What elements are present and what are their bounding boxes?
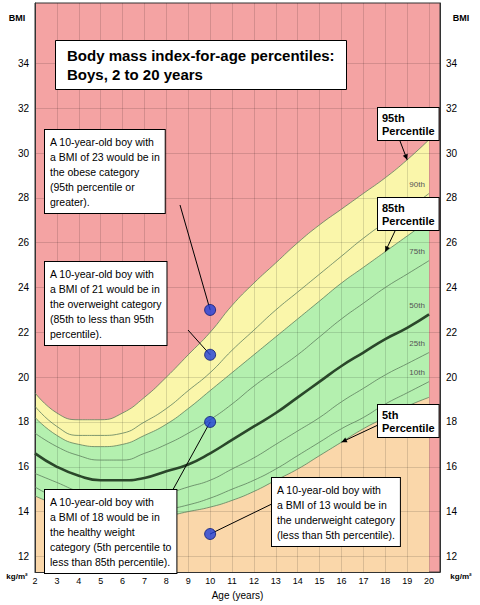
svg-text:25th: 25th bbox=[409, 339, 425, 348]
svg-text:24: 24 bbox=[18, 282, 30, 293]
svg-text:28: 28 bbox=[18, 192, 30, 203]
svg-text:14: 14 bbox=[293, 576, 303, 586]
svg-text:Age (years): Age (years) bbox=[212, 590, 264, 601]
svg-text:the underweight category: the underweight category bbox=[277, 514, 396, 526]
svg-text:13: 13 bbox=[271, 576, 281, 586]
svg-text:7: 7 bbox=[142, 576, 147, 586]
svg-text:10th: 10th bbox=[409, 368, 425, 377]
svg-text:less than 85th percentile).: less than 85th percentile). bbox=[50, 556, 170, 568]
svg-text:Body mass index-for-age percen: Body mass index-for-age percentiles: bbox=[67, 47, 335, 64]
svg-text:24: 24 bbox=[446, 282, 458, 293]
svg-text:A 10-year-old boy with: A 10-year-old boy with bbox=[50, 136, 154, 148]
svg-text:6: 6 bbox=[120, 576, 125, 586]
svg-text:30: 30 bbox=[18, 148, 30, 159]
svg-text:28: 28 bbox=[446, 192, 458, 203]
svg-text:20: 20 bbox=[424, 576, 434, 586]
svg-text:16: 16 bbox=[446, 461, 458, 472]
svg-text:30: 30 bbox=[446, 148, 458, 159]
svg-text:greater).: greater). bbox=[50, 196, 90, 208]
svg-text:Percentile: Percentile bbox=[382, 422, 435, 434]
svg-text:Percentile: Percentile bbox=[382, 125, 435, 137]
svg-text:12: 12 bbox=[18, 551, 30, 562]
svg-text:(85th to less than 95th: (85th to less than 95th bbox=[50, 313, 154, 325]
svg-text:18: 18 bbox=[18, 416, 30, 427]
svg-text:16: 16 bbox=[336, 576, 346, 586]
svg-text:A 10-year-old boy with: A 10-year-old boy with bbox=[277, 484, 381, 496]
svg-text:32: 32 bbox=[18, 103, 30, 114]
svg-text:category (5th percentile to: category (5th percentile to bbox=[50, 541, 172, 553]
svg-text:12: 12 bbox=[249, 576, 259, 586]
svg-text:26: 26 bbox=[446, 237, 458, 248]
svg-text:a BMI of 23 would be in: a BMI of 23 would be in bbox=[50, 151, 160, 163]
svg-text:14: 14 bbox=[18, 506, 30, 517]
svg-text:the obese category: the obese category bbox=[50, 166, 140, 178]
svg-text:Percentile: Percentile bbox=[382, 215, 435, 227]
svg-text:3: 3 bbox=[54, 576, 59, 586]
svg-text:5th: 5th bbox=[382, 409, 399, 421]
svg-text:(less than 5th percentile).: (less than 5th percentile). bbox=[277, 529, 395, 541]
svg-text:75th: 75th bbox=[409, 247, 425, 256]
svg-text:34: 34 bbox=[446, 58, 458, 69]
svg-text:4: 4 bbox=[76, 576, 81, 586]
svg-text:A 10-year-old boy with: A 10-year-old boy with bbox=[50, 496, 154, 508]
svg-text:22: 22 bbox=[446, 327, 458, 338]
svg-text:12: 12 bbox=[446, 551, 458, 562]
svg-text:BMI: BMI bbox=[453, 13, 470, 23]
svg-text:the overweight category: the overweight category bbox=[50, 298, 162, 310]
svg-text:kg/m²: kg/m² bbox=[6, 572, 28, 581]
svg-text:5: 5 bbox=[98, 576, 103, 586]
svg-text:14: 14 bbox=[446, 506, 458, 517]
svg-text:20: 20 bbox=[446, 372, 458, 383]
svg-text:the healthy weight: the healthy weight bbox=[50, 526, 135, 538]
svg-text:34: 34 bbox=[18, 58, 30, 69]
svg-text:percentile).: percentile). bbox=[50, 328, 102, 340]
svg-text:15: 15 bbox=[315, 576, 325, 586]
svg-text:11: 11 bbox=[227, 576, 236, 586]
svg-text:85th: 85th bbox=[382, 202, 405, 214]
svg-text:kg/m²: kg/m² bbox=[450, 572, 472, 581]
svg-text:Boys, 2 to 20 years: Boys, 2 to 20 years bbox=[67, 66, 203, 83]
svg-text:a BMI of 21 would be in: a BMI of 21 would be in bbox=[50, 283, 160, 295]
svg-text:9: 9 bbox=[186, 576, 191, 586]
svg-text:17: 17 bbox=[358, 576, 368, 586]
svg-text:(95th percentile or: (95th percentile or bbox=[50, 181, 135, 193]
svg-text:18: 18 bbox=[380, 576, 390, 586]
svg-text:10: 10 bbox=[205, 576, 215, 586]
svg-text:90th: 90th bbox=[409, 180, 425, 189]
svg-text:2: 2 bbox=[32, 576, 37, 586]
svg-text:19: 19 bbox=[402, 576, 412, 586]
svg-text:95th: 95th bbox=[382, 112, 405, 124]
svg-text:16: 16 bbox=[18, 461, 30, 472]
svg-text:18: 18 bbox=[446, 416, 458, 427]
svg-text:26: 26 bbox=[18, 237, 30, 248]
svg-text:22: 22 bbox=[18, 327, 30, 338]
svg-text:a BMI of 13 would be in: a BMI of 13 would be in bbox=[277, 499, 387, 511]
svg-text:A 10-year-old boy with: A 10-year-old boy with bbox=[50, 268, 154, 280]
svg-text:8: 8 bbox=[164, 576, 169, 586]
svg-text:a BMI of 18 would be in: a BMI of 18 would be in bbox=[50, 511, 160, 523]
svg-text:50th: 50th bbox=[409, 301, 425, 310]
svg-text:32: 32 bbox=[446, 103, 458, 114]
svg-text:20: 20 bbox=[18, 372, 30, 383]
svg-text:BMI: BMI bbox=[9, 13, 26, 23]
